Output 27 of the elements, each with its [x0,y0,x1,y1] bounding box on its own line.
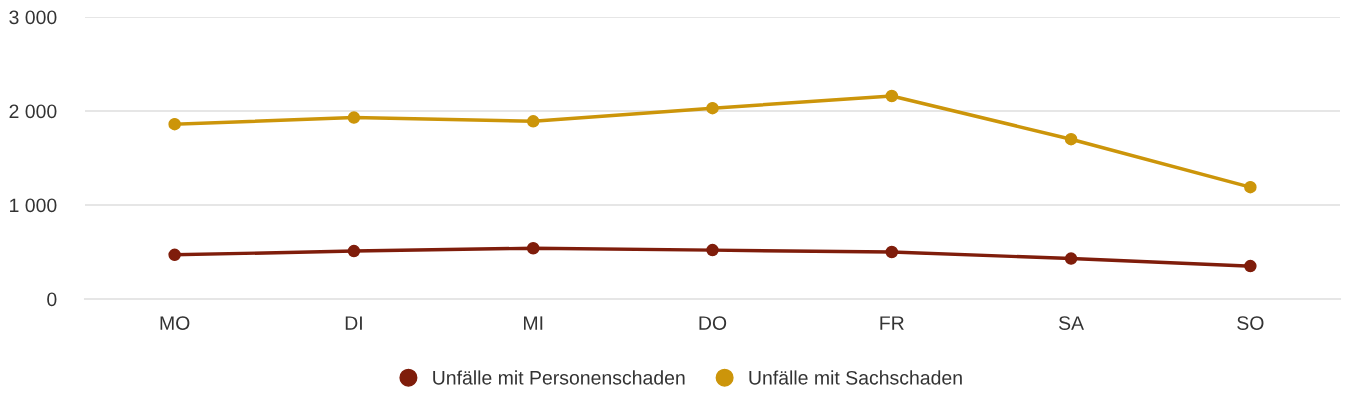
x-tick-label: SO [1237,316,1264,330]
point [347,111,361,124]
point [168,248,181,262]
x-tick-label: MO [160,316,190,330]
point [1244,259,1257,273]
point [1064,132,1078,146]
x-tick-label: FR [880,316,904,330]
legend-label: Unfälle mit Personenschaden [433,370,685,385]
x-tick-label: DI [345,316,362,330]
point [1244,180,1257,194]
point [885,245,899,259]
point [526,115,540,128]
y-tick-label: 3 000 [9,10,57,25]
x-tick-label: SA [1058,316,1084,330]
point [706,243,719,257]
y-tick-label: 1 000 [10,198,57,213]
point [706,101,719,115]
y-tick-label: 2 000 [9,104,57,119]
point [1064,252,1078,265]
x-tick-label: MI [524,316,543,330]
point [347,244,361,258]
point [885,89,899,103]
legend-label: Unfälle mit Sachschaden [749,370,962,385]
point [168,117,181,131]
point [526,241,540,255]
y-tick-label: 0 [47,292,57,307]
x-tick-label: DO [699,316,727,330]
